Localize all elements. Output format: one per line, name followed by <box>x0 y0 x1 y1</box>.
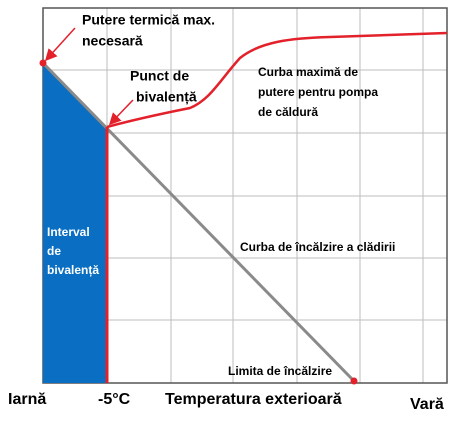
max-point <box>39 59 47 67</box>
label: bivalență <box>136 89 197 105</box>
heat-pump-curve <box>106 31 448 129</box>
label: Limita de încălzire <box>228 364 332 378</box>
axis-label: Vară <box>410 396 444 413</box>
axis-label: -5°C <box>98 391 131 408</box>
label: de <box>47 244 61 258</box>
bivalence-area <box>43 63 107 383</box>
label: Punct de <box>130 68 189 84</box>
axis-title: Temperatura exterioară <box>165 391 342 408</box>
label: bivalență <box>47 263 99 277</box>
label: Putere termică max. <box>82 12 215 28</box>
axis-label: Iarnă <box>8 391 46 408</box>
arrow <box>44 27 76 62</box>
label: necesară <box>82 33 143 49</box>
label: Curba de încălzire a clădirii <box>240 240 395 254</box>
label: Curba maximă de <box>258 65 358 79</box>
building-curve <box>41 61 356 383</box>
label: putere pentru pompa <box>258 85 378 99</box>
arrow <box>108 99 134 126</box>
label: Interval <box>47 225 90 239</box>
label: de căldură <box>258 105 318 119</box>
limit-point <box>350 377 358 385</box>
